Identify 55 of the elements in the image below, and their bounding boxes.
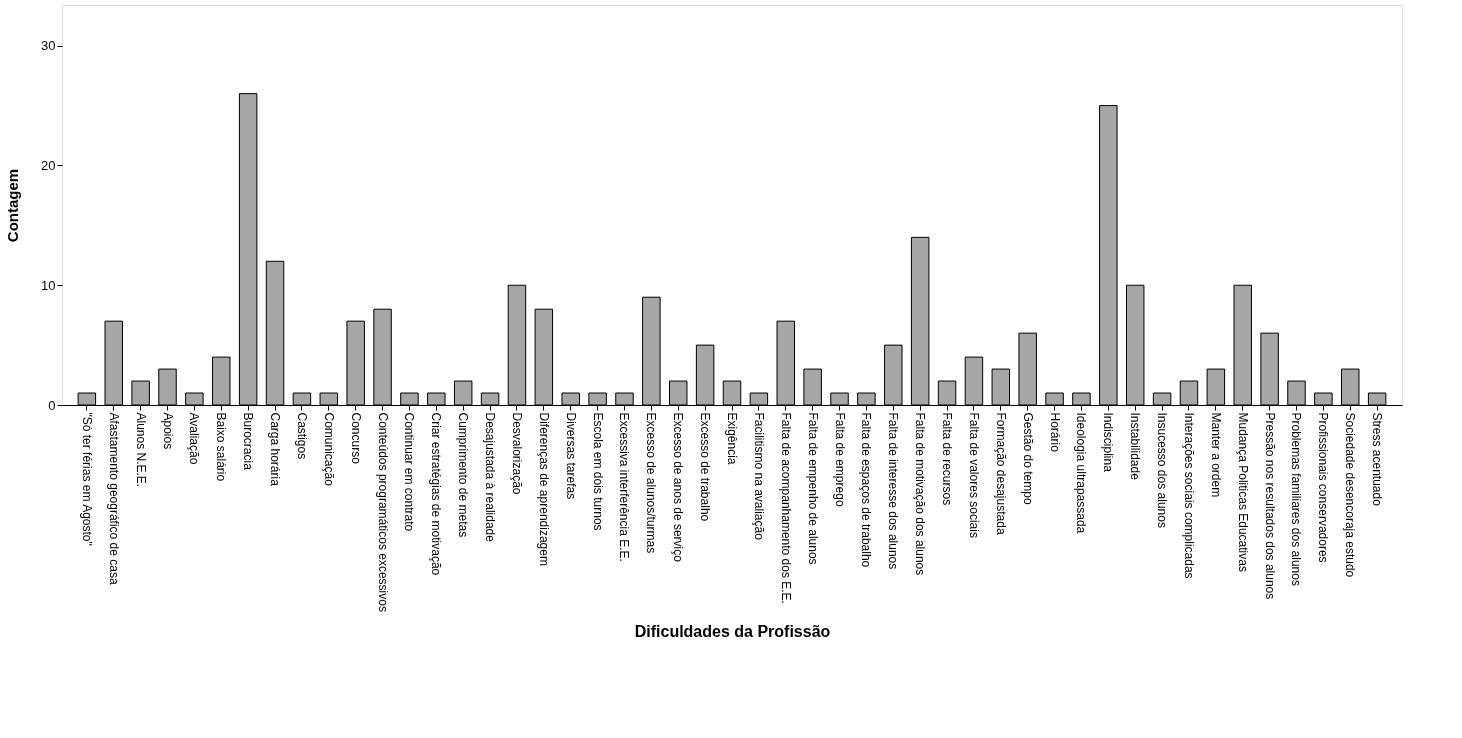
x-tick-label: Excesso de trabalho [698, 412, 713, 522]
y-tick-label: 0 [48, 397, 56, 413]
x-tick-label: Criar estratégias de motivação [429, 412, 444, 576]
x-tick-label: Manter a ordem [1208, 412, 1223, 498]
x-tick-label: Excessiva interferência E.E. [617, 412, 632, 562]
x-tick-label: Excesso de alunos/turmas [644, 412, 659, 554]
x-tick-label: Carga horária [268, 412, 283, 487]
x-tick-label: Facilitismo na avaliação [751, 412, 766, 541]
x-tick-label: Desajustada à realidade [483, 412, 498, 543]
x-tick-label: Excesso de anos de serviço [671, 412, 686, 563]
x-tick-label: Falta de empenho de alunos [805, 412, 820, 565]
x-tick-label: Continuar em contrato [402, 412, 417, 532]
x-tick-label: Falta de emprego [832, 412, 847, 507]
y-axis-title: Contagem [4, 168, 22, 243]
x-tick-label: Falta de acompanhamento dos E.E. [778, 412, 793, 604]
x-tick-label: Comunicação [321, 412, 336, 487]
x-tick-label: Escola em dois turnos [590, 412, 605, 531]
y-tick-label: 10 [41, 277, 56, 293]
y-tick-label: 30 [41, 38, 56, 54]
x-tick-label: Mudança Politicas Educativas [1235, 412, 1250, 572]
x-tick-label: Desvalorização [509, 412, 524, 495]
x-tick-label: Falta de motivação dos alunos [913, 412, 928, 576]
x-tick-label: Concurso [348, 412, 363, 465]
x-tick-label: Falta de espaços de trabalho [859, 412, 874, 568]
x-tick-label: Stress acentuado [1370, 412, 1385, 507]
x-tick-label: Profissionais conservadores [1316, 412, 1331, 563]
x-tick-label: Horário [1047, 412, 1062, 453]
x-tick-label: Gestão do tempo [1020, 412, 1035, 505]
x-tick-label: Exigência [725, 412, 739, 465]
x-tick-label: Falta de interesse dos alunos [886, 412, 901, 570]
x-tick-label: Diversas tarefas [563, 412, 578, 500]
x-tick-label: Conteúdos programáticos excessivos [375, 412, 390, 612]
x-tick-label: Instabilidade [1128, 412, 1143, 481]
x-tick-label: Alunos N.E.E. [133, 412, 148, 488]
x-tick-label: Sociedade desencoraja estudo [1343, 412, 1358, 578]
x-tick-label: Insucesso dos alunos [1155, 412, 1170, 528]
x-tick-label: Afastamento geográfico de casa [106, 412, 121, 585]
x-tick-label: Diferenças de aprendizagem [536, 412, 551, 566]
x-tick-label: Falta de recursos [940, 412, 955, 506]
x-tick-label: Interações sociais complicadas [1181, 412, 1196, 579]
x-axis-title: Dificuldades da Profissão [634, 622, 831, 640]
x-tick-label: Burocracia [241, 412, 256, 471]
x-tick-label: Indisciplina [1101, 412, 1116, 473]
x-tick-label: Problemas familiares dos alunos [1289, 412, 1304, 586]
x-tick-label: Pressão nos resultados dos alunos [1262, 412, 1277, 600]
x-tick-label: Falta de valores sociais [966, 412, 981, 538]
x-tick-label: Ideologia ultrapassada [1074, 412, 1089, 534]
y-tick-label: 20 [41, 157, 56, 173]
x-tick-label: Avaliação [187, 412, 202, 465]
x-tick-label: Formação desajustada [993, 412, 1008, 535]
x-tick-label: Castigos [294, 412, 309, 460]
x-tick-label: "Só ter férias em Agosto" [79, 412, 94, 546]
x-tick-label: Cumprimento de metas [456, 412, 471, 538]
x-tick-label: Baixo salário [214, 412, 229, 482]
x-tick-label: Apoios [160, 412, 175, 450]
